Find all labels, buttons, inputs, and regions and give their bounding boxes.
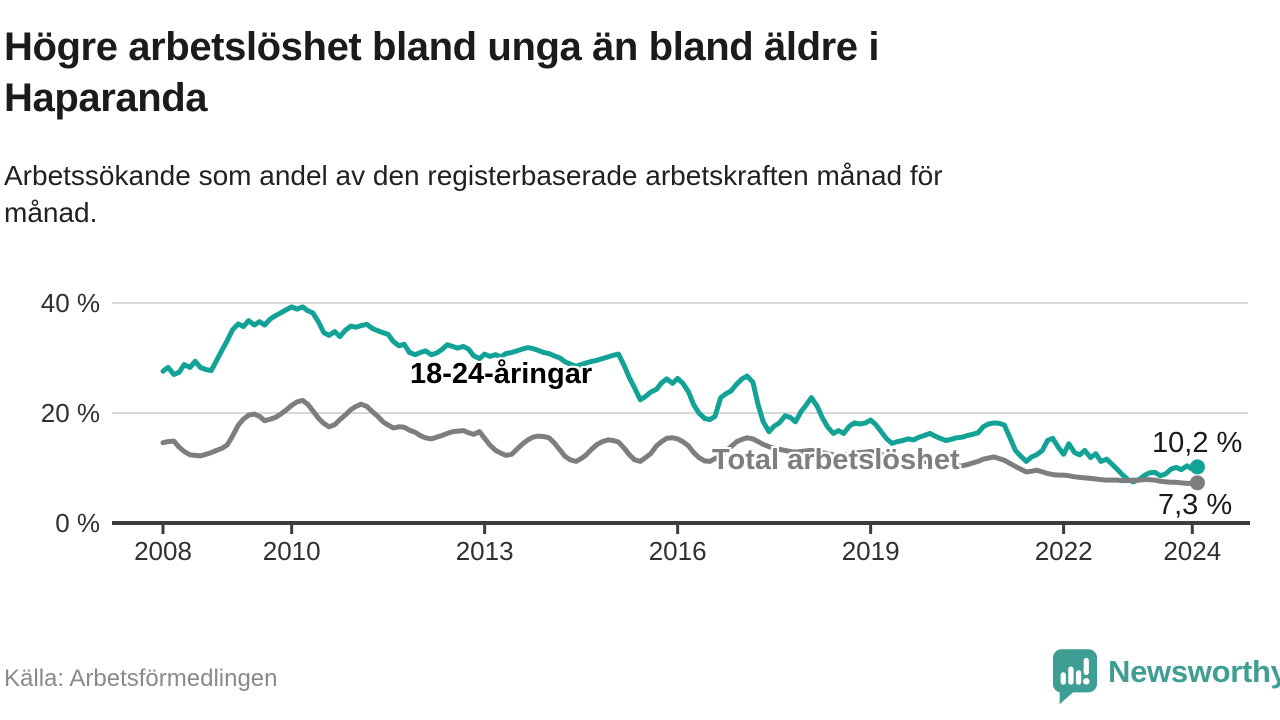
series-label-total: Total arbetslöshet [712, 444, 960, 476]
series-label-young: 18-24-åringar [410, 358, 593, 390]
source-credit: Källa: Arbetsförmedlingen [4, 665, 278, 692]
end-dot-total [1189, 475, 1205, 491]
x-axis-label-2022: 2022 [1034, 536, 1093, 566]
page-title: Högre arbetslöshet bland unga än bland ä… [4, 22, 1264, 124]
series-line-total [160, 397, 1200, 486]
x-axis-label-2013: 2013 [455, 536, 514, 566]
x-axis-label-2010: 2010 [262, 536, 321, 566]
subtitle-line-1: Arbetssökande som andel av den registerb… [4, 160, 943, 191]
page-subtitle: Arbetssökande som andel av den registerb… [4, 157, 1264, 231]
x-axis-label-2024: 2024 [1163, 536, 1222, 566]
x-axis-label-2008: 2008 [134, 536, 192, 566]
series-line-young [160, 304, 1200, 485]
speech-bubble-bar-chart-icon [1052, 648, 1098, 710]
title-line-2: Haparanda [4, 76, 208, 120]
y-axis-label-20: 20 % [40, 398, 100, 428]
title-line-1: Högre arbetslöshet bland unga än bland ä… [4, 25, 880, 69]
y-axis-label-0: 0 % [55, 508, 100, 538]
x-axis-label-2016: 2016 [648, 536, 707, 566]
end-dot-young [1189, 459, 1205, 475]
newsworthy-wordmark: Newsworthy [1108, 654, 1280, 689]
end-value-label-total: 7,3 % [1158, 489, 1233, 521]
subtitle-line-2: månad. [4, 197, 98, 228]
newsworthy-logo: Newsworthy [1052, 648, 1280, 710]
y-axis-label-40: 40 % [40, 288, 100, 318]
end-value-label-young: 10,2 % [1152, 427, 1243, 459]
x-axis-label-2019: 2019 [841, 536, 900, 566]
